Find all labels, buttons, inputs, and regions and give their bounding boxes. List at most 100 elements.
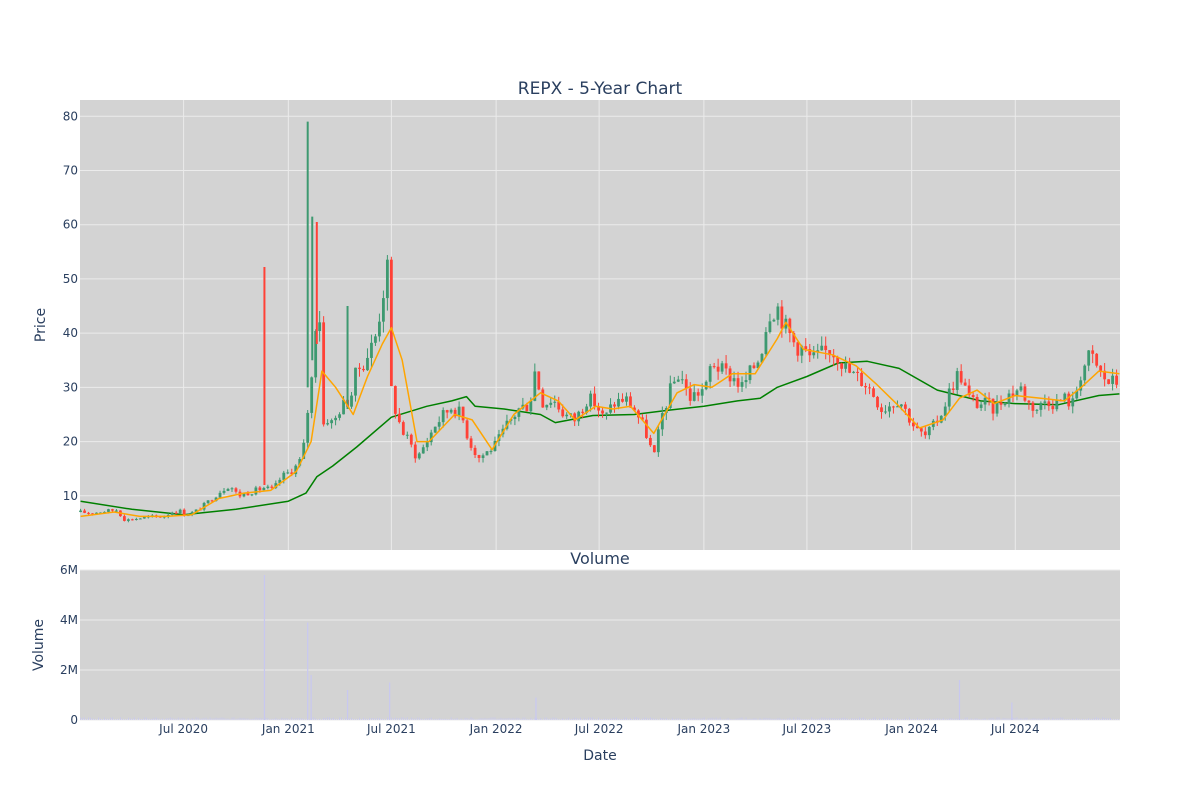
- volume-bar: [285, 718, 287, 720]
- volume-bar: [408, 719, 410, 720]
- volume-bar: [253, 718, 255, 720]
- volume-bar: [518, 717, 520, 720]
- volume-bar: [667, 719, 669, 720]
- volume-bar: [851, 718, 853, 720]
- volume-bar: [773, 718, 775, 720]
- volume-bar: [789, 717, 791, 720]
- x-tick-label: Jan 2023: [676, 722, 730, 736]
- candle-body: [218, 492, 222, 498]
- volume-bar: [845, 717, 847, 720]
- candle-body: [1019, 386, 1023, 391]
- candle-body: [860, 372, 863, 387]
- candle-body: [896, 406, 899, 408]
- volume-bar: [871, 718, 872, 720]
- volume-bar: [757, 719, 759, 720]
- volume-bar: [335, 718, 336, 720]
- candle-body: [405, 434, 409, 436]
- candle-body: [401, 422, 405, 435]
- candle-body: [1075, 390, 1079, 399]
- volume-bar: [496, 718, 498, 720]
- volume-bar: [833, 718, 835, 720]
- volume-bar: [131, 718, 133, 720]
- candle-body: [1079, 380, 1083, 391]
- volume-bar: [1110, 717, 1112, 720]
- candle-body: [712, 366, 716, 368]
- candle-body: [1007, 393, 1011, 405]
- volume-bar: [640, 719, 641, 720]
- volume-bar: [843, 717, 845, 720]
- volume-bar: [638, 717, 639, 720]
- candle-body: [334, 417, 337, 421]
- volume-bar: [861, 717, 862, 720]
- candle-body: [884, 411, 887, 413]
- volume-bar: [183, 718, 185, 720]
- volume-bar: [321, 719, 323, 720]
- volume-bar: [600, 719, 601, 720]
- volume-bar: [1028, 719, 1030, 720]
- volume-bar: [297, 717, 299, 720]
- volume-bar: [124, 719, 125, 720]
- volume-bar: [365, 718, 366, 720]
- volume-bar: [697, 718, 699, 720]
- candle-body: [844, 363, 848, 369]
- candle-body: [409, 434, 413, 445]
- volume-bar: [315, 718, 317, 720]
- volume-bar: [476, 719, 478, 720]
- candle-body: [561, 409, 565, 417]
- candle-body: [1043, 401, 1047, 403]
- volume-bar: [1068, 719, 1070, 720]
- candle-body: [103, 511, 106, 513]
- price-tick-label: 60: [63, 218, 78, 232]
- volume-bar: [424, 718, 426, 720]
- volume-bar: [634, 717, 635, 720]
- candle-body: [720, 363, 724, 372]
- volume-bar: [1036, 718, 1038, 720]
- volume-bar: [100, 718, 101, 720]
- volume-bar: [239, 717, 241, 720]
- volume-bar: [116, 719, 117, 720]
- candle-body: [744, 380, 748, 383]
- volume-bar: [90, 717, 91, 720]
- candle-body: [983, 397, 987, 405]
- volume-bar: [1090, 719, 1092, 720]
- volume-bar: [863, 717, 864, 720]
- volume-bar: [978, 719, 980, 720]
- candle-body: [318, 322, 322, 331]
- volume-bar: [554, 717, 556, 720]
- volume-bar: [737, 718, 739, 720]
- volume-bar: [295, 717, 297, 720]
- volume-bar: [823, 717, 825, 720]
- volume-bar: [885, 718, 886, 720]
- volume-bar: [996, 717, 998, 720]
- volume-bar: [763, 717, 765, 720]
- volume-bar: [899, 719, 900, 720]
- candle-body: [605, 412, 608, 414]
- volume-bar: [932, 718, 934, 720]
- volume-bar: [171, 717, 173, 720]
- candle-body: [923, 431, 927, 436]
- candle-body: [840, 363, 844, 369]
- volume-bar: [552, 717, 554, 720]
- candle-body: [366, 357, 369, 371]
- candle-body: [242, 493, 246, 497]
- volume-bar: [1074, 719, 1076, 720]
- volume-bar: [626, 717, 627, 720]
- volume-bar: [976, 718, 978, 720]
- volume-bar: [1066, 719, 1068, 720]
- volume-bar: [1018, 718, 1020, 720]
- volume-bar: [801, 719, 803, 720]
- candle-body: [696, 392, 700, 396]
- volume-bar: [396, 717, 398, 720]
- volume-bar: [713, 718, 715, 720]
- volume-bar: [122, 718, 123, 720]
- volume-bar: [847, 718, 849, 720]
- volume-bar: [530, 717, 532, 720]
- x-tick-label: Jul 2022: [574, 722, 624, 736]
- volume-bar: [1102, 717, 1104, 720]
- volume-bar: [1044, 717, 1046, 720]
- volume-bar: [918, 718, 920, 720]
- volume-bar: [351, 717, 352, 720]
- volume-bar: [1078, 718, 1080, 720]
- volume-bar: [835, 718, 837, 720]
